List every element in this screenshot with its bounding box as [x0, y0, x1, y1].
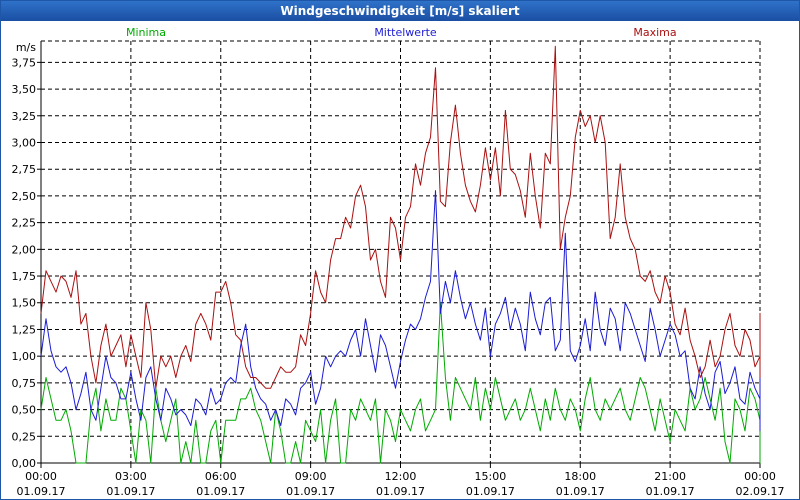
y-tick-label: 2,00 — [12, 243, 37, 256]
x-tick-time-label: 06:00 — [205, 470, 237, 483]
x-tick-date-label: 01.09.17 — [466, 485, 515, 498]
y-tick-label: 3,75 — [12, 56, 37, 69]
legend-mittelwerte: Mittelwerte — [374, 26, 437, 39]
y-tick-label: 3,50 — [12, 83, 37, 96]
y-tick-label: 1,25 — [12, 323, 37, 336]
y-tick-label: 0,25 — [12, 430, 37, 443]
y-tick-label: 1,00 — [12, 350, 37, 363]
x-tick-time-label: 21:00 — [654, 470, 686, 483]
x-tick-date-label: 02.09.17 — [736, 485, 785, 498]
x-tick-date-label: 01.09.17 — [556, 485, 605, 498]
series-line-maxima — [40, 45, 761, 389]
y-tick-label: 2,50 — [12, 190, 37, 203]
y-axis-label: m/s — [16, 41, 36, 54]
y-tick-label: 1,50 — [12, 297, 37, 310]
y-tick-label: 2,75 — [12, 163, 37, 176]
x-tick-time-label: 09:00 — [295, 470, 327, 483]
x-tick-time-label: 00:00 — [25, 470, 57, 483]
x-tick-time-label: 00:00 — [744, 470, 776, 483]
y-tick-label: 0,75 — [12, 377, 37, 390]
legend-minima: Minima — [126, 26, 166, 39]
x-tick-date-label: 01.09.17 — [196, 485, 245, 498]
x-tick-time-label: 18:00 — [564, 470, 596, 483]
x-tick-time-label: 12:00 — [385, 470, 417, 483]
x-tick-time-label: 15:00 — [475, 470, 507, 483]
series-line-mittelwerte — [40, 190, 761, 432]
y-tick-label: 0,00 — [12, 457, 37, 470]
x-tick-date-label: 01.09.17 — [106, 485, 155, 498]
window-title: Windgeschwindigkeit [m/s] skaliert — [1, 1, 799, 21]
x-tick-time-label: 03:00 — [115, 470, 147, 483]
y-tick-label: 1,75 — [12, 270, 37, 283]
y-tick-label: 2,25 — [12, 217, 37, 230]
x-tick-date-label: 01.09.17 — [286, 485, 335, 498]
x-tick-date-label: 01.09.17 — [646, 485, 695, 498]
x-tick-date-label: 01.09.17 — [376, 485, 425, 498]
y-tick-label: 3,00 — [12, 136, 37, 149]
legend-maxima: Maxima — [633, 26, 676, 39]
y-tick-label: 0,50 — [12, 404, 37, 417]
y-tick-label: 3,25 — [12, 110, 37, 123]
x-tick-date-label: 01.09.17 — [17, 485, 66, 498]
